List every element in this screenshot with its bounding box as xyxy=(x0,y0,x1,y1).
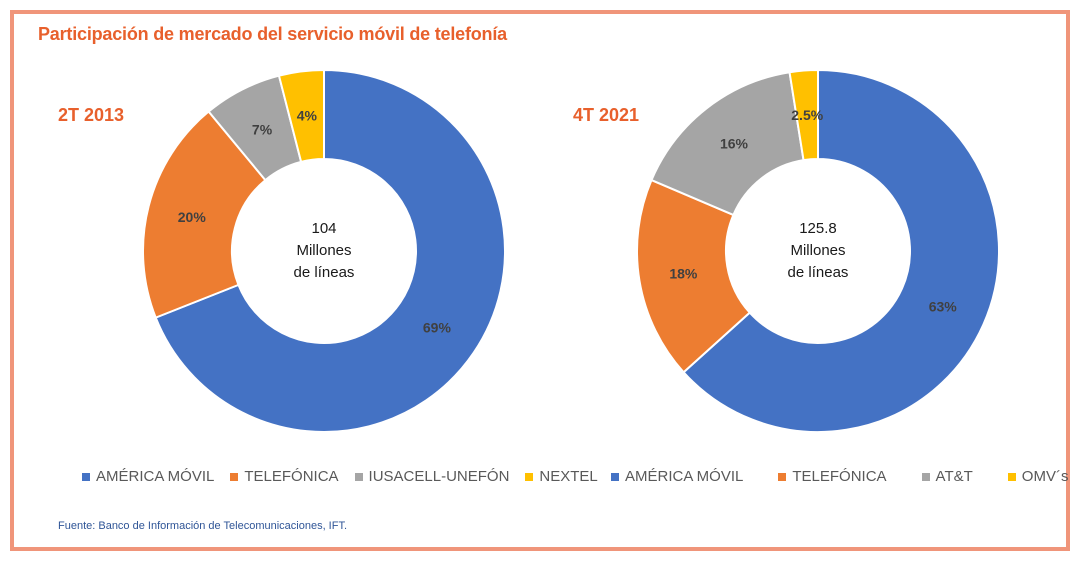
legend-swatch xyxy=(230,472,239,481)
center-label: Millones xyxy=(296,242,351,259)
legend-label: IUSACELL-UNEFÓN xyxy=(368,468,510,485)
donut-slice-at-t xyxy=(650,71,805,217)
donut-slice-am-rica-m-vil xyxy=(682,68,1000,433)
center-label: de líneas xyxy=(788,264,849,281)
center-label: de líneas xyxy=(294,264,355,281)
data-label: 2.5% xyxy=(791,107,823,123)
legend-label: AT&T xyxy=(935,468,973,485)
donut-svg: 69% 20% 7% 4% 104 Millones de líneas xyxy=(142,68,506,433)
data-label: 20% xyxy=(178,209,207,225)
legend-swatch xyxy=(778,472,787,481)
legend-swatch xyxy=(354,472,363,481)
legend-label: AMÉRICA MÓVIL xyxy=(625,468,744,485)
donut-slice-omv-s xyxy=(788,68,819,162)
data-label: 7% xyxy=(252,121,273,137)
donut-chart-2013: 2T 2013 69% 20% 7% 4% 104 Millones de líneas xyxy=(50,60,570,450)
source-note: Fuente: Banco de Información de Telecomu… xyxy=(58,520,348,532)
legend-label: AMÉRICA MÓVIL xyxy=(96,468,215,485)
data-label: 18% xyxy=(669,266,698,282)
legend-item: IUSACELL-UNEFÓN xyxy=(354,468,510,485)
legend-item: OMV´s xyxy=(1007,468,1069,485)
legend-item: TELEFÓNICA xyxy=(778,468,887,485)
chart-frame xyxy=(10,10,1070,551)
legend-item: AMÉRICA MÓVIL xyxy=(82,468,214,485)
data-label: 63% xyxy=(929,298,958,314)
legend-label: NEXTEL xyxy=(539,468,598,485)
donut-slice-telef-nica xyxy=(636,178,752,374)
donut-slice-telef-nica xyxy=(142,110,267,319)
center-label: 125.8 xyxy=(799,220,837,237)
legend-swatch xyxy=(525,472,534,481)
legend-label: TELEFÓNICA xyxy=(244,468,339,485)
legend-item: TELEFÓNICA xyxy=(230,468,339,485)
legend-item: NEXTEL xyxy=(525,468,598,485)
center-label: 104 xyxy=(311,220,336,237)
donut-svg: 63% 18% 16% 2.5% 125.8 Millones de líneas xyxy=(636,68,1000,433)
donut-chart-2021: 4T 2021 63% 18% 16% 2.5% 125.8 Millones de lín… xyxy=(560,60,1080,450)
data-label: 4% xyxy=(297,108,318,124)
legend-label: TELEFÓNICA xyxy=(792,468,887,485)
legend-label: OMV´s xyxy=(1021,468,1069,485)
legend-swatch xyxy=(1007,472,1016,481)
legend: AMÉRICA MÓVIL TELEFÓNICA IUSACELL-UNEFÓN NE… xyxy=(82,468,598,485)
donut-slice-nextel xyxy=(277,68,325,164)
center-label: Millones xyxy=(790,242,845,259)
donut-slice-am-rica-m-vil xyxy=(154,68,506,433)
chart-title: 2T 2013 xyxy=(58,105,125,125)
legend-item: AMÉRICA MÓVIL xyxy=(611,468,743,485)
legend: AMÉRICA MÓVIL TELEFÓNICA AT&T OMV´s xyxy=(611,468,1068,485)
legend-swatch xyxy=(82,472,90,481)
legend-swatch xyxy=(921,472,930,481)
legend-swatch xyxy=(611,472,619,481)
chart-title: 4T 2021 xyxy=(573,105,640,125)
page-title: Participación de mercado del servicio mó… xyxy=(38,24,507,44)
data-label: 16% xyxy=(720,135,749,151)
legend-item: AT&T xyxy=(921,468,973,485)
data-label: 69% xyxy=(423,320,452,336)
